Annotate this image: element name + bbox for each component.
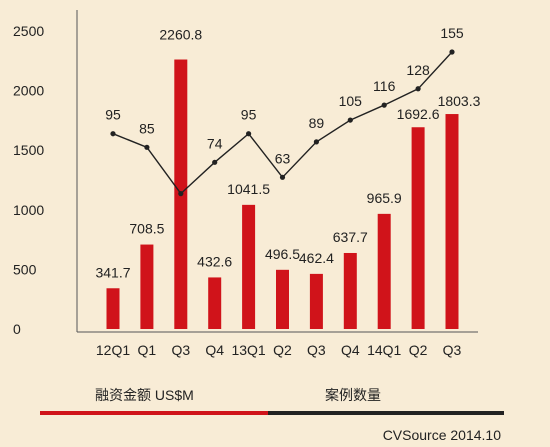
bar <box>445 114 459 330</box>
count-point <box>178 191 184 197</box>
y-tick-label: 1500 <box>13 142 44 158</box>
source-note: CVSource 2014.10 <box>383 427 502 443</box>
bar <box>242 204 256 329</box>
count-point <box>415 86 421 92</box>
x-tick-label: 12Q1 <box>96 342 130 358</box>
count-value-label: 105 <box>339 93 363 109</box>
bar-value-label: 1803.3 <box>438 93 481 109</box>
count-value-label: 116 <box>373 78 396 94</box>
y-tick-label: 2500 <box>13 23 44 39</box>
bar-value-label: 708.5 <box>129 221 164 237</box>
x-tick-label: Q3 <box>443 342 462 358</box>
count-point <box>381 102 387 108</box>
x-axis-ticks: 12Q1 Q1 Q3 Q4 13Q1 Q2 Q3 Q4 14Q1 Q2 Q3 <box>96 342 462 358</box>
bar-value-label: 1041.5 <box>227 181 270 197</box>
x-tick-label: Q1 <box>138 342 157 358</box>
y-tick-label: 500 <box>13 261 37 277</box>
bar-value-label: 1692.6 <box>397 106 440 122</box>
count-value-label: 128 <box>406 62 430 78</box>
bar-value-label: 2260.8 <box>159 27 202 43</box>
count-point <box>347 117 353 123</box>
count-value-label: 95 <box>105 107 121 123</box>
count-value-label: 63 <box>275 150 291 166</box>
x-tick-label: Q3 <box>307 342 326 358</box>
count-point <box>246 131 252 137</box>
count-point <box>313 139 319 145</box>
legend-line-series: 案例数量 <box>325 387 381 403</box>
bar <box>411 127 425 329</box>
count-value-label: 155 <box>440 25 464 41</box>
legend-bar-series: 融资金额 US$M <box>95 387 194 403</box>
count-series-points <box>110 49 455 197</box>
legend-line-rule <box>268 411 504 415</box>
count-value-label: 74 <box>207 135 223 151</box>
bar <box>276 269 289 329</box>
y-axis-ticks: 0 500 1000 1500 2000 2500 <box>13 23 44 337</box>
count-point <box>449 49 455 55</box>
bar <box>208 277 222 329</box>
count-point <box>212 159 218 165</box>
count-series-line <box>112 51 453 195</box>
x-tick-label: Q2 <box>273 342 292 358</box>
x-tick-label: 14Q1 <box>367 342 401 358</box>
bar-series <box>106 59 459 330</box>
bar-value-label: 462.4 <box>299 250 334 266</box>
bar <box>377 213 391 329</box>
y-tick-label: 2000 <box>13 83 44 99</box>
count-point <box>144 144 150 150</box>
x-tick-label: Q3 <box>171 342 190 358</box>
count-value-labels: 95 85 74 95 63 89 105 116 128 155 <box>105 25 464 166</box>
x-tick-label: Q4 <box>205 342 224 358</box>
bar <box>140 244 154 329</box>
bar-value-label: 496.5 <box>265 246 300 262</box>
bar <box>343 252 357 329</box>
bar-value-label: 637.7 <box>333 229 368 245</box>
legend-bar-rule <box>40 411 268 415</box>
bar-value-label: 341.7 <box>95 264 130 280</box>
count-value-label: 95 <box>241 107 257 123</box>
count-value-label: 85 <box>139 120 155 136</box>
y-tick-label: 0 <box>13 321 21 337</box>
bar-value-label: 965.9 <box>367 190 402 206</box>
count-value-label: 89 <box>309 115 325 131</box>
bar-value-label: 432.6 <box>197 253 232 269</box>
x-tick-label: Q2 <box>409 342 428 358</box>
count-point <box>279 174 286 180</box>
bar <box>309 273 323 329</box>
y-tick-label: 1000 <box>13 202 44 218</box>
x-tick-label: 13Q1 <box>231 342 265 358</box>
count-point <box>110 131 116 137</box>
bar <box>106 288 120 329</box>
x-tick-label: Q4 <box>341 342 360 358</box>
bar-value-labels: 341.7708.52260.8432.61041.5496.5462.4637… <box>95 27 480 281</box>
